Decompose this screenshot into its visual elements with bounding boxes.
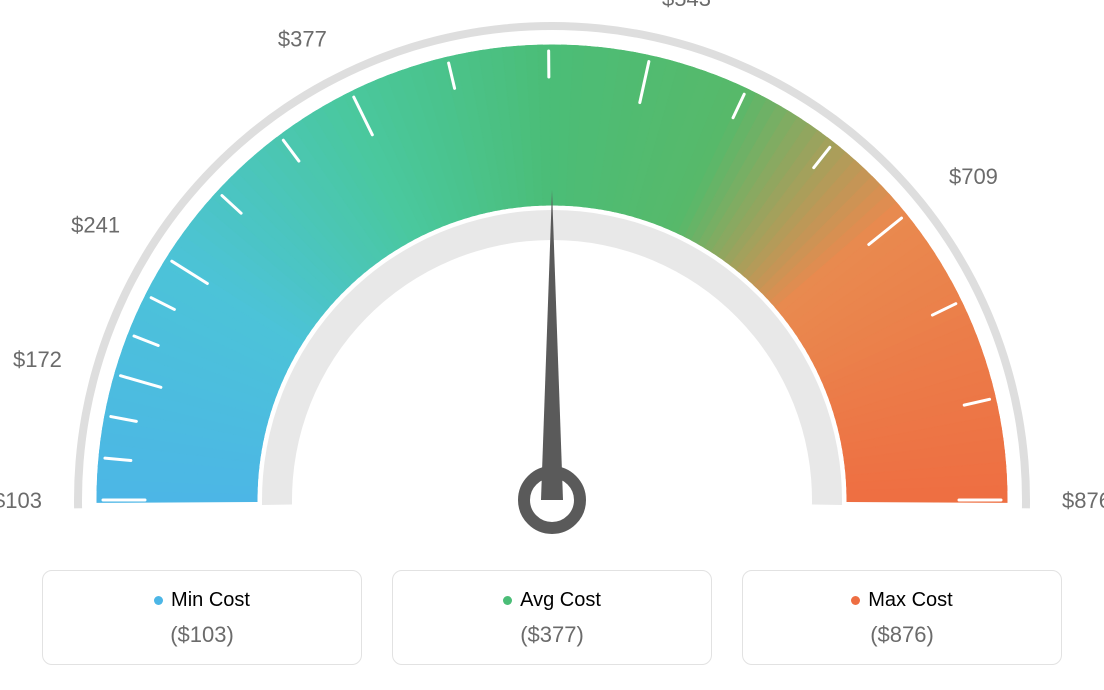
gauge-svg: $103 $172 $241 $377 $543 $709 $876 bbox=[0, 0, 1104, 560]
dot-icon bbox=[503, 596, 512, 605]
legend-label-avg: Avg Cost bbox=[503, 589, 601, 612]
legend-label-max-text: Max Cost bbox=[868, 589, 952, 612]
svg-text:$241: $241 bbox=[71, 213, 120, 238]
svg-text:$377: $377 bbox=[278, 26, 327, 51]
legend-card-max: Max Cost ($876) bbox=[742, 570, 1062, 665]
legend-value-max: ($876) bbox=[753, 622, 1051, 648]
legend-label-avg-text: Avg Cost bbox=[520, 589, 601, 612]
svg-text:$543: $543 bbox=[662, 0, 711, 11]
legend-label-min: Min Cost bbox=[154, 589, 250, 612]
legend-row: Min Cost ($103) Avg Cost ($377) Max Cost… bbox=[0, 570, 1104, 665]
svg-text:$709: $709 bbox=[949, 164, 998, 189]
svg-text:$103: $103 bbox=[0, 488, 42, 513]
dot-icon bbox=[154, 596, 163, 605]
svg-text:$876: $876 bbox=[1062, 488, 1104, 513]
dot-icon bbox=[851, 596, 860, 605]
legend-label-max: Max Cost bbox=[851, 589, 952, 612]
legend-card-avg: Avg Cost ($377) bbox=[392, 570, 712, 665]
gauge-chart: $103 $172 $241 $377 $543 $709 $876 bbox=[0, 0, 1104, 560]
svg-text:$172: $172 bbox=[13, 347, 62, 372]
legend-label-min-text: Min Cost bbox=[171, 589, 250, 612]
legend-card-min: Min Cost ($103) bbox=[42, 570, 362, 665]
legend-value-min: ($103) bbox=[53, 622, 351, 648]
legend-value-avg: ($377) bbox=[403, 622, 701, 648]
